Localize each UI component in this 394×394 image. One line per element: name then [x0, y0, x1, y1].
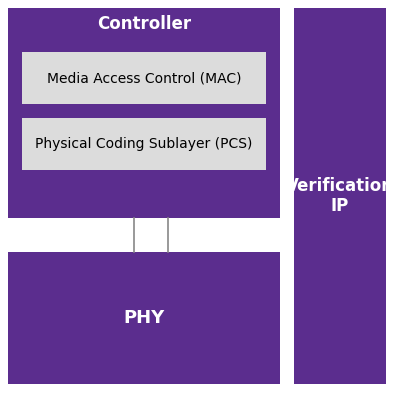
Bar: [22, 52, 266, 104]
Bar: [294, 8, 386, 384]
Bar: [22, 118, 266, 170]
Text: Physical Coding Sublayer (PCS): Physical Coding Sublayer (PCS): [35, 137, 253, 151]
Bar: [8, 252, 280, 384]
Text: Verification
IP: Verification IP: [286, 177, 394, 216]
Text: Media Access Control (MAC): Media Access Control (MAC): [47, 71, 241, 85]
Bar: [8, 8, 280, 218]
Text: PHY: PHY: [123, 309, 165, 327]
Text: Controller: Controller: [97, 15, 191, 33]
